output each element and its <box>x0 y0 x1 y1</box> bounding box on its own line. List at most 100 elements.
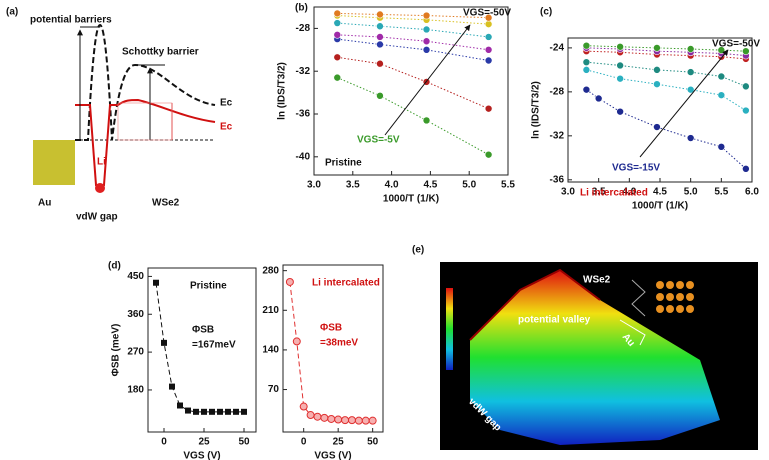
x-axis-label: VGS (V) <box>314 451 351 460</box>
y-axis-label: ln (IDS/T3/2) <box>277 62 288 120</box>
y-tick-label: 450 <box>127 271 144 282</box>
fit-line <box>586 50 746 60</box>
fit-line <box>337 15 489 25</box>
point <box>742 106 750 115</box>
point <box>368 416 377 425</box>
x-tick-label: 3.0 <box>561 187 575 198</box>
plot-frame <box>313 6 509 176</box>
y-axis-label: ΦSB (meV) <box>111 324 122 377</box>
wse2-structure <box>631 279 646 317</box>
trend-arrow <box>384 24 471 136</box>
point <box>686 85 695 94</box>
x-tick-label: 50 <box>238 437 250 448</box>
x-tick-label: 0 <box>301 437 307 448</box>
point <box>354 416 363 425</box>
annotation: ΦSB <box>192 325 214 336</box>
point <box>616 107 624 116</box>
point <box>333 31 342 39</box>
point <box>422 11 431 20</box>
fit-line <box>337 22 489 38</box>
point <box>484 104 493 113</box>
point <box>582 85 591 94</box>
point <box>484 56 493 65</box>
y-tick-label: 360 <box>127 309 144 320</box>
point <box>217 408 223 415</box>
point <box>153 279 159 286</box>
x-tick-label: 50 <box>367 437 379 448</box>
y-axis-label: ln (IDS/T3/2) <box>531 81 542 139</box>
x-tick-label: 3.5 <box>346 180 360 191</box>
x-axis-label: 1000/T (1/K) <box>383 194 439 205</box>
trend-arrow <box>639 49 729 158</box>
point <box>233 408 239 415</box>
band-pristine <box>75 23 216 141</box>
point <box>299 402 308 411</box>
fit-line <box>586 61 747 87</box>
colorbar <box>446 288 453 370</box>
panel-label: (d) <box>108 261 121 272</box>
point <box>582 41 591 50</box>
point <box>376 59 384 68</box>
point <box>193 408 199 415</box>
y-tick-label: -32 <box>550 130 565 141</box>
point <box>376 33 384 41</box>
point <box>422 116 431 125</box>
point <box>616 74 624 83</box>
point <box>653 44 661 52</box>
x-tick-label: 5.0 <box>684 187 698 198</box>
annotation: Li intercalated <box>580 188 648 199</box>
point <box>653 80 661 88</box>
point <box>582 58 591 66</box>
x-tick-label: 3.0 <box>307 180 321 191</box>
point <box>422 46 431 54</box>
fit-line <box>337 38 489 61</box>
annotation: ΦSB <box>320 323 342 334</box>
point <box>341 416 350 425</box>
point <box>333 9 342 18</box>
y-tick-label: -36 <box>550 174 565 185</box>
fit-line <box>289 281 373 422</box>
label: Schottky barrier <box>122 47 199 58</box>
label: Ec <box>220 122 233 133</box>
au-bracket <box>619 319 646 346</box>
annotation: =167meV <box>192 340 236 351</box>
point <box>177 402 183 409</box>
x-tick-label: 25 <box>333 437 345 448</box>
x-tick-label: 4.0 <box>622 187 636 198</box>
annotation: VGS=-50V <box>712 39 760 50</box>
point <box>484 20 493 28</box>
point <box>484 33 493 41</box>
point <box>241 408 247 415</box>
fit-line <box>586 47 746 57</box>
point <box>169 383 175 390</box>
point <box>361 416 370 425</box>
label: WSe2 <box>152 198 180 209</box>
point <box>717 72 726 81</box>
panel-label: (a) <box>6 7 18 18</box>
point <box>292 337 301 346</box>
fit-line <box>586 69 747 111</box>
point <box>333 19 342 27</box>
fit-line <box>337 34 489 51</box>
y-tick-label: 270 <box>127 347 144 358</box>
annotation: Li intercalated <box>312 278 380 289</box>
label: potential barriers <box>30 15 112 26</box>
x-tick-label: 5.0 <box>462 180 476 191</box>
point <box>313 412 322 421</box>
point <box>306 411 315 420</box>
x-tick-label: 4.0 <box>385 180 399 191</box>
x-tick-label: 5.5 <box>714 187 728 198</box>
y-tick-label: 180 <box>127 385 144 396</box>
surface-ridge <box>469 268 601 341</box>
y-tick-label: -32 <box>296 66 311 77</box>
x-tick-label: 4.5 <box>423 180 437 191</box>
point <box>616 61 624 70</box>
band-li <box>75 98 216 186</box>
point <box>333 73 342 82</box>
point <box>347 416 356 425</box>
point <box>285 277 294 286</box>
point <box>422 25 431 34</box>
point <box>327 414 336 423</box>
x-axis-label: VGS (V) <box>183 451 220 460</box>
